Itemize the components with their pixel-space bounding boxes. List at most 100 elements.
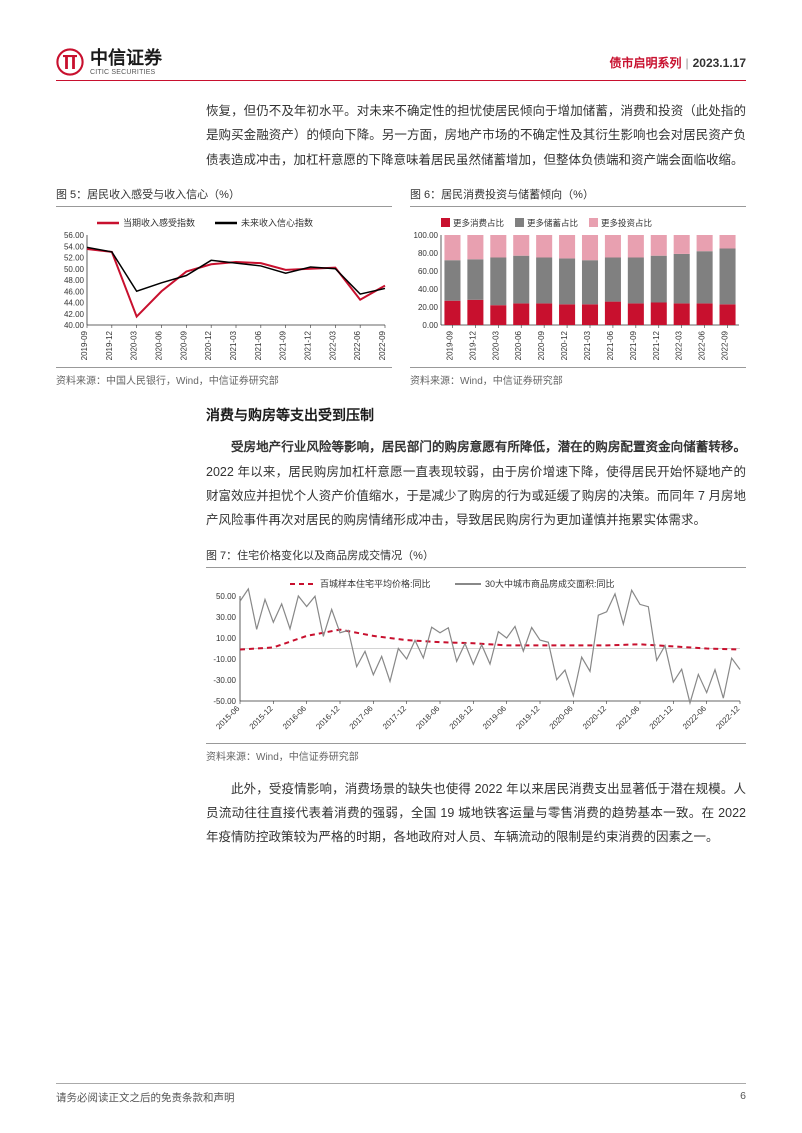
svg-text:2020-12: 2020-12 [204,331,213,361]
svg-text:2019-12: 2019-12 [514,703,542,731]
svg-text:2021-09: 2021-09 [279,331,288,361]
svg-text:46.00: 46.00 [64,287,85,296]
header-date: 2023.1.17 [693,56,746,70]
svg-text:未来收入信心指数: 未来收入信心指数 [241,217,313,228]
svg-text:2021-12: 2021-12 [652,331,661,361]
chart7-title: 图 7：住宅价格变化以及商品房成交情况（%） [206,547,746,563]
svg-text:2018-06: 2018-06 [414,703,442,731]
svg-text:2021-06: 2021-06 [606,331,615,361]
chart7-source: 资料来源：Wind，中信证券研究部 [206,748,746,763]
header-rule [56,80,746,81]
svg-text:2020-03: 2020-03 [491,331,500,361]
chart5-title-rule [56,206,392,207]
svg-text:50.00: 50.00 [64,265,85,274]
svg-text:42.00: 42.00 [64,310,85,319]
series-name: 债市启明系列 [609,54,681,71]
svg-text:当期收入感受指数: 当期收入感受指数 [123,217,195,228]
header-right: 债市启明系列 | 2023.1.17 [609,54,746,71]
svg-text:56.00: 56.00 [64,231,85,240]
svg-text:2015-06: 2015-06 [214,703,242,731]
svg-text:52.00: 52.00 [64,254,85,263]
svg-text:80.00: 80.00 [418,249,439,258]
svg-text:2018-12: 2018-12 [448,703,476,731]
header-divider: | [685,56,688,70]
logo-text-en: CITIC SECURITIES [90,69,162,76]
svg-text:2021-03: 2021-03 [583,331,592,361]
chart6-source: 资料来源：Wind，中信证券研究部 [410,372,746,387]
svg-text:10.00: 10.00 [216,634,237,643]
svg-text:更多投资占比: 更多投资占比 [601,218,652,228]
chart7-svg: 百城样本住宅平均价格:同比30大中城市商品房成交面积:同比-50.00-30.0… [206,574,746,739]
svg-text:20.00: 20.00 [418,303,439,312]
svg-text:2020-09: 2020-09 [537,331,546,361]
svg-text:30大中城市商品房成交面积:同比: 30大中城市商品房成交面积:同比 [485,578,615,589]
svg-text:更多消费占比: 更多消费占比 [453,218,504,228]
chart7-block: 图 7：住宅价格变化以及商品房成交情况（%） 百城样本住宅平均价格:同比 30大中… [206,547,746,763]
svg-text:60.00: 60.00 [418,267,439,276]
svg-text:2021-09: 2021-09 [629,331,638,361]
section-heading-2: 消费与购房等支出受到压制 [206,405,746,425]
svg-text:2020-12: 2020-12 [560,331,569,361]
svg-text:44.00: 44.00 [64,299,85,308]
svg-text:2022-03: 2022-03 [328,331,337,361]
para2-bold: 受房地产行业风险等影响，居民部门的购房意愿有所降低，潜在的购房配置资金向储蓄转移… [231,440,746,454]
chart6-title: 图 6：居民消费投资与储蓄倾向（%） [410,186,746,202]
svg-text:2021-03: 2021-03 [229,331,238,361]
svg-text:100.00: 100.00 [414,231,439,240]
chart6-source-rule [410,367,746,368]
footer-page: 6 [740,1090,746,1105]
svg-text:2022-06: 2022-06 [353,331,362,361]
chart6-block: 图 6：居民消费投资与储蓄倾向（%） 更多消费占比更多储蓄占比更多投资占比0.0… [410,186,746,387]
svg-text:2022-06: 2022-06 [698,331,707,361]
paragraph-3: 此外，受疫情影响，消费场景的缺失也使得 2022 年以来居民消费支出显著低于潜在… [206,777,746,850]
svg-text:2019-12: 2019-12 [468,331,477,361]
svg-text:48.00: 48.00 [64,276,85,285]
svg-text:54.00: 54.00 [64,242,85,251]
para2-rest: 2022 年以来，居民购房加杠杆意愿一直表现较弱，由于房价增速下降，使得居民开始… [206,465,746,528]
svg-text:0.00: 0.00 [422,321,438,330]
svg-text:2017-06: 2017-06 [348,703,376,731]
svg-text:-30.00: -30.00 [213,676,236,685]
svg-text:2020-09: 2020-09 [179,331,188,361]
chart5-svg: 当期收入感受指数 未来收入信心指数 40.00 42.00 44.00 46.00 48.0… [56,213,392,363]
chart5-source-rule [56,367,392,368]
chart7-title-rule [206,567,746,568]
svg-text:2020-12: 2020-12 [581,703,609,731]
chart7-source-rule [206,743,746,744]
chart5-block: 图 5：居民收入感受与收入信心（%） 当期收入感受指数 未来收入信心指数 40.00… [56,186,392,387]
svg-text:40.00: 40.00 [64,321,85,330]
svg-text:2019-09: 2019-09 [445,331,454,361]
chart5-title: 图 5：居民收入感受与收入信心（%） [56,186,392,202]
svg-text:2020-06: 2020-06 [548,703,576,731]
page-footer: 请务必阅读正文之后的免责条款和声明 6 [56,1083,746,1105]
svg-text:2021-06: 2021-06 [614,703,642,731]
svg-text:50.00: 50.00 [216,592,237,601]
svg-text:2019-09: 2019-09 [80,331,89,361]
logo-icon [56,48,84,76]
svg-text:-10.00: -10.00 [213,655,236,664]
svg-text:2022-12: 2022-12 [714,703,742,731]
svg-text:2020-03: 2020-03 [130,331,139,361]
svg-text:2021-06: 2021-06 [254,331,263,361]
brand-logo: 中信证券 CITIC SECURITIES [56,48,162,76]
charts-row-1: 图 5：居民收入感受与收入信心（%） 当期收入感受指数 未来收入信心指数 40.00… [56,186,746,387]
svg-text:2020-06: 2020-06 [514,331,523,361]
svg-text:2021-12: 2021-12 [648,703,676,731]
svg-text:40.00: 40.00 [418,285,439,294]
svg-text:2020-06: 2020-06 [155,331,164,361]
chart5-source: 资料来源：中国人民银行，Wind，中信证券研究部 [56,372,392,387]
svg-text:2019-12: 2019-12 [105,331,114,361]
chart6-title-rule [410,206,746,207]
svg-text:2021-12: 2021-12 [304,331,313,361]
footer-disclaimer: 请务必阅读正文之后的免责条款和声明 [56,1090,235,1105]
svg-text:2022-06: 2022-06 [681,703,709,731]
svg-text:2019-06: 2019-06 [481,703,509,731]
svg-text:百城样本住宅平均价格:同比: 百城样本住宅平均价格:同比 [320,578,431,589]
chart6-svg: 更多消费占比更多储蓄占比更多投资占比0.0020.0040.0060.0080.… [410,213,746,363]
logo-text-cn: 中信证券 [90,49,162,67]
svg-text:2015-12: 2015-12 [248,703,276,731]
paragraph-1: 恢复，但仍不及年初水平。对未来不确定性的担忧使居民倾向于增加储蓄，消费和投资（此… [206,99,746,172]
svg-text:30.00: 30.00 [216,613,237,622]
svg-text:2022-03: 2022-03 [675,331,684,361]
svg-text:2016-12: 2016-12 [314,703,342,731]
